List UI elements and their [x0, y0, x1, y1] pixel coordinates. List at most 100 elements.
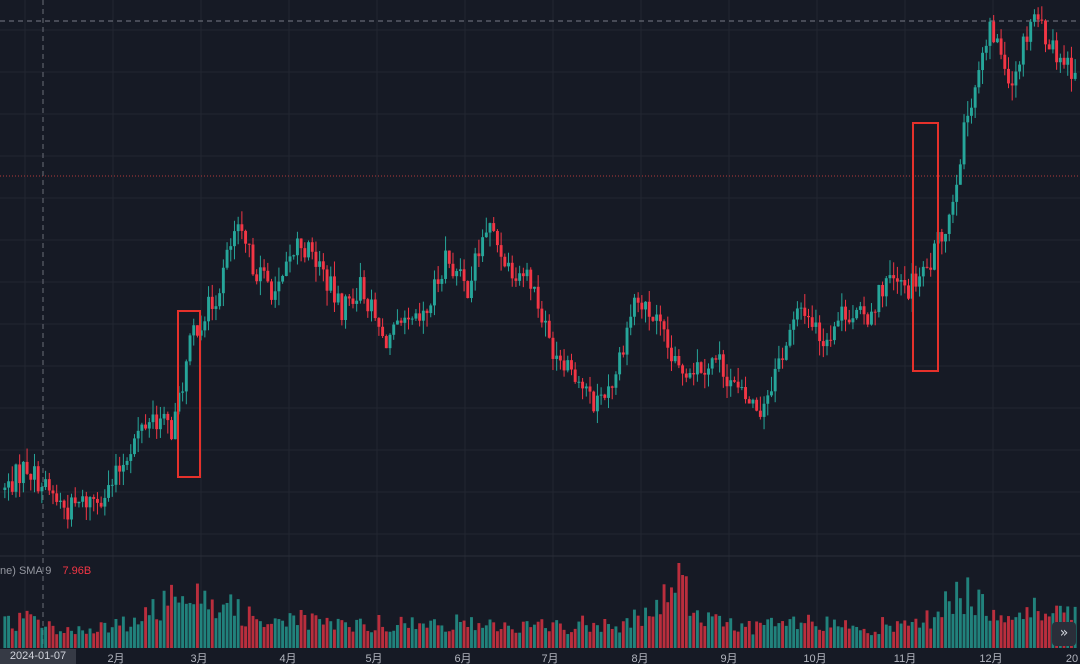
- candle-body: [655, 314, 659, 321]
- volume-bar: [33, 616, 36, 648]
- candle-body: [244, 230, 248, 244]
- volume-bar: [929, 628, 933, 648]
- candle-body: [1032, 14, 1036, 22]
- volume-bar: [629, 627, 633, 648]
- volume-bar: [1010, 619, 1014, 648]
- x-axis-tick-label: 10月: [803, 653, 826, 664]
- candle-body: [747, 399, 751, 404]
- volume-bar: [340, 620, 344, 648]
- volume-bar: [214, 618, 218, 648]
- candle-body: [155, 414, 159, 430]
- volume-bar: [532, 624, 536, 648]
- volume-bar: [251, 615, 255, 648]
- candle-body: [1021, 36, 1025, 65]
- candle-body: [855, 309, 859, 319]
- candle-body: [651, 316, 655, 321]
- volume-legend-value: 7.96B: [62, 565, 92, 577]
- candle-body: [892, 275, 896, 279]
- x-axis-tick-label: 5月: [365, 653, 382, 664]
- reference-lines: [0, 0, 1080, 648]
- candle-body: [425, 310, 429, 314]
- candle-body: [310, 242, 314, 252]
- candle-body: [577, 381, 581, 383]
- volume-bar: [51, 625, 55, 648]
- candle-body: [984, 45, 988, 53]
- candle-body: [284, 261, 288, 277]
- candle-body: [499, 245, 503, 257]
- candle-body: [373, 299, 377, 319]
- volume-bar: [399, 616, 403, 648]
- candle-body: [895, 278, 899, 282]
- candle-body: [1003, 54, 1007, 69]
- candle-body: [1055, 40, 1059, 63]
- volume-bar: [962, 614, 966, 648]
- candle-body: [818, 322, 822, 342]
- volume-bar: [636, 615, 640, 648]
- candle-body: [444, 250, 448, 279]
- volume-bar: [210, 599, 214, 648]
- volume-bar: [810, 621, 814, 648]
- volume-bar: [114, 619, 118, 648]
- volume-bar: [677, 563, 681, 648]
- candle-body: [870, 311, 873, 325]
- candle-body: [762, 403, 766, 417]
- candle-body: [725, 376, 729, 387]
- volume-bar: [177, 602, 181, 648]
- candle-body: [381, 326, 385, 337]
- volume-bar: [655, 599, 659, 648]
- volume-bar: [351, 631, 355, 648]
- volume-bar: [658, 614, 662, 648]
- candle-body: [799, 307, 803, 309]
- candle-body: [62, 500, 66, 508]
- candle-body: [788, 329, 792, 346]
- candle-body: [99, 502, 103, 507]
- candle-body: [47, 479, 51, 491]
- volume-bar: [229, 594, 233, 648]
- volume-bar: [292, 615, 296, 648]
- double-chevron-right-icon: »: [1059, 625, 1069, 641]
- volume-bar: [736, 631, 740, 648]
- volume-bar: [25, 610, 29, 648]
- volume-bar: [958, 598, 962, 648]
- candle-body: [888, 275, 892, 279]
- candle-body: [673, 356, 677, 362]
- volume-bar: [747, 620, 751, 648]
- candle-body: [366, 299, 370, 312]
- candle-body: [907, 285, 910, 299]
- volume-bar: [358, 618, 362, 648]
- volume-bar: [684, 576, 688, 648]
- scroll-to-realtime-button[interactable]: »: [1052, 622, 1076, 646]
- volume-bar: [881, 617, 885, 648]
- volume-bar: [221, 604, 225, 648]
- candle-body: [362, 277, 366, 300]
- candle-body: [351, 298, 355, 304]
- candle-body: [958, 164, 962, 185]
- volume-bar: [321, 624, 325, 648]
- volume-bar: [329, 621, 333, 648]
- candle-body: [925, 266, 929, 268]
- volume-bar: [799, 622, 803, 648]
- volume-bar: [840, 627, 844, 648]
- volume-bar: [1036, 611, 1040, 648]
- volume-bar: [255, 619, 259, 648]
- volume-bar: [73, 634, 77, 648]
- candle-body: [503, 256, 507, 267]
- candle-body: [692, 372, 696, 375]
- volume-bar: [729, 618, 733, 648]
- volume-bar: [188, 602, 192, 648]
- volume-bar: [988, 620, 992, 648]
- candle-body: [621, 352, 625, 355]
- volume-bar: [377, 615, 381, 648]
- volume-bar: [651, 616, 655, 648]
- volume-bar: [462, 620, 466, 648]
- volume-bar: [821, 630, 825, 648]
- candle-body: [955, 184, 959, 202]
- candle-body: [458, 269, 462, 272]
- candle-body: [88, 497, 92, 508]
- candle-body: [407, 317, 410, 320]
- candle-body: [44, 479, 48, 488]
- volume-bar: [932, 617, 936, 648]
- volume-bar: [773, 626, 777, 648]
